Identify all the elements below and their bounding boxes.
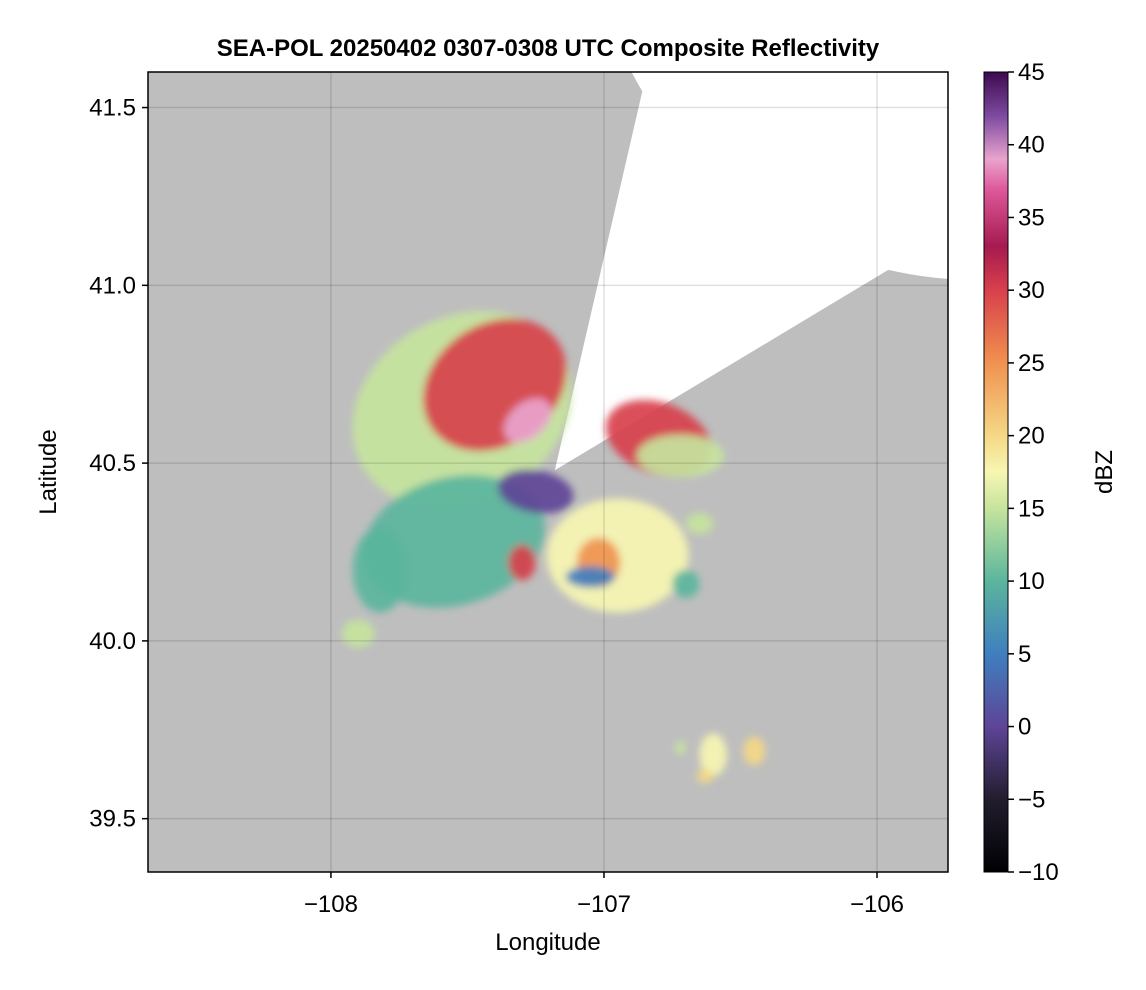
echo-region-southwest-area <box>362 475 545 608</box>
colorbar-tick-label: 35 <box>1018 204 1045 231</box>
colorbar-tick-label: 10 <box>1018 568 1045 595</box>
echo-region-east-south <box>672 569 700 599</box>
x-axis: −108 −107 −106 <box>304 872 904 918</box>
colorbar-tick-label: 20 <box>1018 423 1045 450</box>
echo-region-center-core <box>497 469 574 514</box>
x-tick-label: −108 <box>304 891 358 918</box>
colorbar: −10 −5 0 5 10 15 20 25 30 35 40 45 dBZ <box>983 59 1118 886</box>
y-tick-label: 41.5 <box>89 95 136 122</box>
chart-title: SEA-POL 20250402 0307-0308 UTC Composite… <box>217 35 880 62</box>
y-tick-label: 40.5 <box>89 450 136 477</box>
colorbar-tick-label: 45 <box>1018 59 1045 86</box>
colorbar-tick-label: 25 <box>1018 350 1045 377</box>
colorbar-tick-label: 30 <box>1018 277 1045 304</box>
echo-region-east-small <box>685 512 714 535</box>
echo-region-southeast-2 <box>743 736 766 766</box>
grid-lines <box>148 72 948 872</box>
y-axis: 39.5 40.0 40.5 41.0 41.5 <box>89 95 148 833</box>
y-axis-label: Latitude <box>35 429 62 514</box>
colorbar-tick-label: 5 <box>1018 641 1031 668</box>
echo-region-east-fringe <box>636 434 725 478</box>
echo-region-southeast-3 <box>696 768 714 784</box>
x-tick-label: −107 <box>577 891 631 918</box>
colorbar-tick-label: 40 <box>1018 132 1045 159</box>
echo-region-north-core <box>503 398 552 443</box>
x-axis-label: Longitude <box>495 929 600 956</box>
echo-region-blue-streak <box>565 566 615 588</box>
colorbar-ticks: −10 −5 0 5 10 15 20 25 30 35 40 45 <box>1008 59 1059 886</box>
plot-area <box>148 72 948 872</box>
y-tick-label: 39.5 <box>89 806 136 833</box>
echo-layer <box>341 311 766 784</box>
colorbar-tick-label: 15 <box>1018 495 1045 522</box>
echo-region-far-west-blob <box>341 619 375 648</box>
echo-region-south-cell-2 <box>508 544 536 581</box>
y-tick-label: 40.0 <box>89 628 136 655</box>
colorbar-frame <box>983 71 1009 873</box>
colorbar-gradient <box>984 72 1008 872</box>
plot-frame <box>147 71 949 873</box>
echo-region-southeast-1 <box>699 733 727 777</box>
colorbar-label: dBZ <box>1091 450 1118 494</box>
radar-coverage-area <box>554 72 948 471</box>
y-tick-label: 41.0 <box>89 272 136 299</box>
colorbar-tick-label: 0 <box>1018 714 1031 741</box>
colorbar-tick-label: −10 <box>1018 859 1059 886</box>
colorbar-tick-label: −5 <box>1018 786 1045 813</box>
echo-region-southeast-4 <box>674 740 686 755</box>
echo-region-southwest-patch <box>352 527 408 613</box>
x-tick-label: −106 <box>850 891 904 918</box>
